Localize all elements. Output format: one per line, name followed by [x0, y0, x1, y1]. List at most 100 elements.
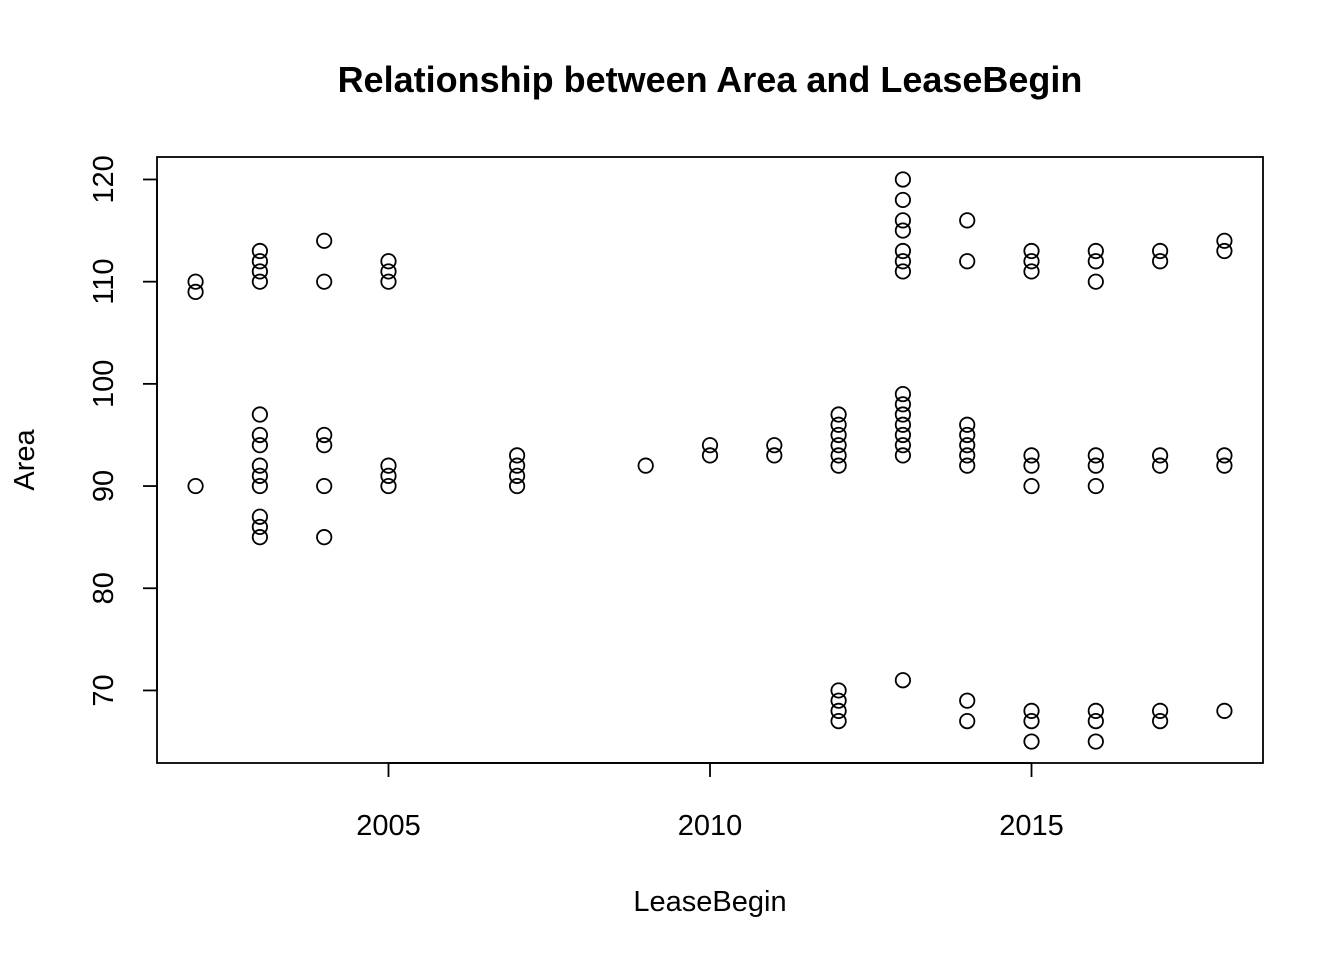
data-point	[830, 416, 847, 433]
data-point	[1216, 447, 1233, 464]
data-point	[187, 283, 204, 300]
data-point	[508, 447, 526, 464]
data-point	[1023, 447, 1040, 464]
data-point	[701, 447, 719, 464]
data-point	[830, 692, 847, 709]
data-point	[380, 457, 397, 474]
data-point	[1087, 702, 1104, 719]
data-point	[894, 396, 912, 413]
chart-title: Relationship between Area and LeaseBegin	[338, 59, 1083, 100]
data-point	[959, 212, 976, 229]
x-tick-label: 2015	[999, 810, 1064, 842]
data-points	[187, 171, 1233, 750]
data-point	[894, 437, 912, 454]
data-point	[1087, 713, 1104, 730]
data-point	[316, 273, 333, 290]
data-point	[251, 426, 268, 444]
data-point	[830, 702, 847, 719]
data-point	[316, 426, 333, 444]
data-point	[251, 406, 268, 423]
y-tick-label: 90	[88, 470, 120, 502]
data-point	[1087, 447, 1104, 464]
data-point	[380, 273, 397, 290]
data-point	[316, 232, 333, 249]
data-point	[894, 406, 912, 423]
data-point	[959, 447, 976, 464]
data-point	[380, 477, 397, 495]
data-point	[187, 273, 204, 290]
data-point	[894, 385, 912, 403]
data-point	[1152, 447, 1169, 464]
data-point	[251, 242, 268, 260]
data-point	[251, 477, 268, 495]
data-point	[1216, 702, 1233, 719]
data-point	[894, 253, 912, 270]
data-point	[1152, 457, 1169, 474]
data-point	[316, 477, 333, 495]
data-point	[251, 253, 268, 270]
y-tick-label: 110	[88, 259, 120, 305]
data-point	[1023, 733, 1040, 750]
y-axis-label: Area	[9, 429, 41, 491]
data-point	[380, 467, 397, 484]
data-point	[894, 447, 912, 464]
data-point	[380, 263, 397, 280]
data-point	[251, 437, 268, 454]
data-point	[1216, 457, 1233, 474]
data-point	[1216, 242, 1233, 260]
data-point	[1152, 702, 1169, 719]
data-point	[894, 416, 912, 433]
data-point	[766, 447, 783, 464]
data-point	[1023, 702, 1040, 719]
y-axis: 70 80 90 100 110 120	[88, 155, 158, 707]
y-tick-label: 100	[88, 360, 120, 408]
data-point	[894, 212, 912, 229]
data-point	[251, 457, 268, 474]
data-point	[1152, 713, 1169, 730]
data-point	[316, 437, 333, 454]
data-point	[959, 457, 976, 474]
data-point	[1087, 733, 1104, 750]
data-point	[959, 692, 976, 709]
y-tick-label: 120	[88, 155, 120, 203]
data-point	[1216, 232, 1233, 249]
data-point	[959, 426, 976, 444]
data-point	[830, 682, 847, 699]
data-point	[830, 406, 847, 423]
y-tick-label: 80	[88, 572, 120, 604]
data-point	[830, 447, 847, 464]
data-point	[1087, 253, 1104, 270]
data-point	[894, 242, 912, 260]
data-point	[1023, 713, 1040, 730]
data-point	[830, 437, 847, 454]
data-point	[959, 437, 976, 454]
data-point	[508, 457, 526, 474]
data-point	[894, 222, 912, 239]
data-point	[508, 477, 526, 495]
data-point	[251, 508, 268, 525]
data-point	[1023, 263, 1040, 280]
data-point	[380, 253, 397, 270]
data-point	[1023, 477, 1040, 495]
data-point	[894, 191, 912, 209]
data-point	[894, 171, 912, 188]
data-point	[894, 672, 912, 689]
data-point	[959, 713, 976, 730]
data-point	[637, 457, 654, 474]
x-tick-label: 2005	[356, 810, 421, 842]
data-point	[894, 263, 912, 280]
data-point	[1087, 273, 1104, 290]
data-point	[1087, 477, 1104, 495]
data-point	[1023, 457, 1040, 474]
data-point	[830, 426, 847, 444]
data-point	[894, 426, 912, 444]
x-tick-label: 2010	[678, 810, 743, 842]
data-point	[1087, 242, 1104, 260]
data-point	[508, 467, 526, 484]
data-point	[251, 263, 268, 280]
data-point	[251, 273, 268, 290]
data-point	[1152, 242, 1169, 260]
data-point	[959, 253, 976, 270]
